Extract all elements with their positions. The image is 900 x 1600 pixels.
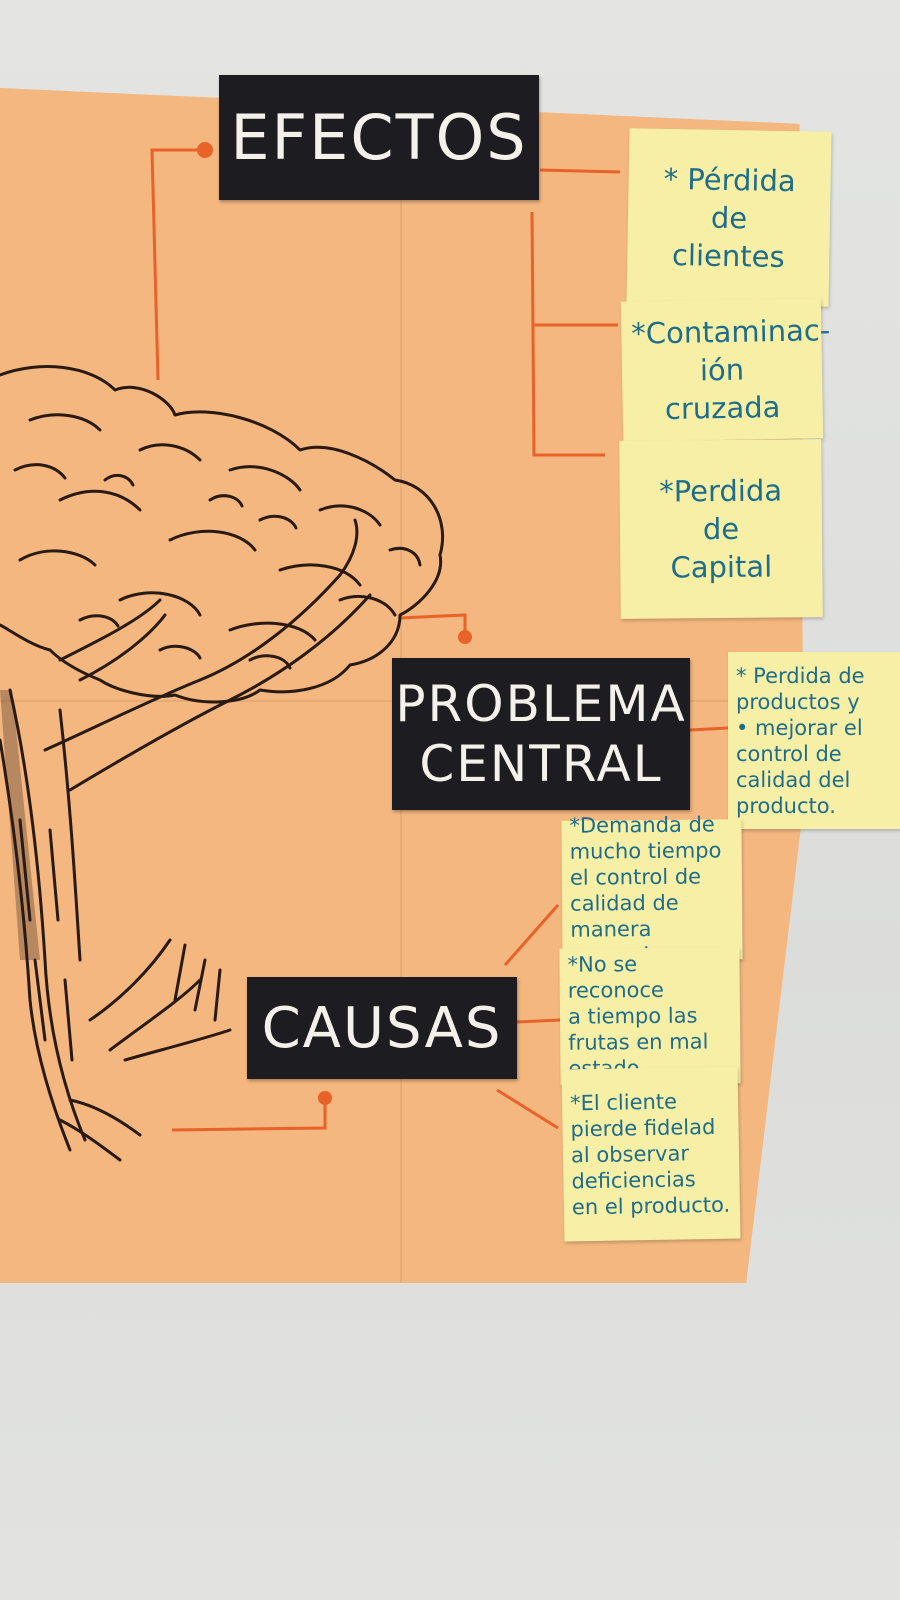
problema-title-line2: CENTRAL [419,735,663,793]
problema-title-line1: PROBLEMA [395,675,687,733]
sticky-note-causa: *Demanda de mucho tiempo el control de c… [561,812,743,968]
sticky-note-text: *El cliente pierde fidelad al observar d… [569,1089,731,1220]
sticky-note-efecto: *Perdida de Capital [619,439,823,619]
sticky-note-causa: *El cliente pierde fidelad al observar d… [561,1066,741,1242]
sticky-note-causa: *No se reconoce a tiempo las frutas en m… [559,947,741,1085]
sticky-note-text: *Demanda de mucho tiempo el control de c… [569,812,722,967]
sticky-note-text: *Perdida de Capital [659,473,783,585]
tree-drawing [0,365,445,1162]
sticky-note-problema: * Perdida de productos y • mejorar el co… [728,652,900,829]
sticky-note-text: * Perdida de productos y • mejorar el co… [736,663,865,818]
causas-title: CAUSAS [247,977,517,1079]
efectos-title: EFECTOS [219,75,539,200]
sticky-note-efecto: *Contaminac- ión cruzada [620,298,831,442]
sticky-note-efecto: * Pérdida de clientes [626,128,832,307]
causas-title-text: CAUSAS [261,995,503,1061]
efectos-title-text: EFECTOS [230,101,528,174]
sticky-note-text: * Pérdida de clientes [663,161,796,274]
problema-central-title: PROBLEMA CENTRAL [392,658,690,810]
sticky-note-text: *No se reconoce a tiempo las frutas en m… [567,952,709,1081]
sticky-note-text: *Contaminac- ión cruzada [631,313,831,426]
